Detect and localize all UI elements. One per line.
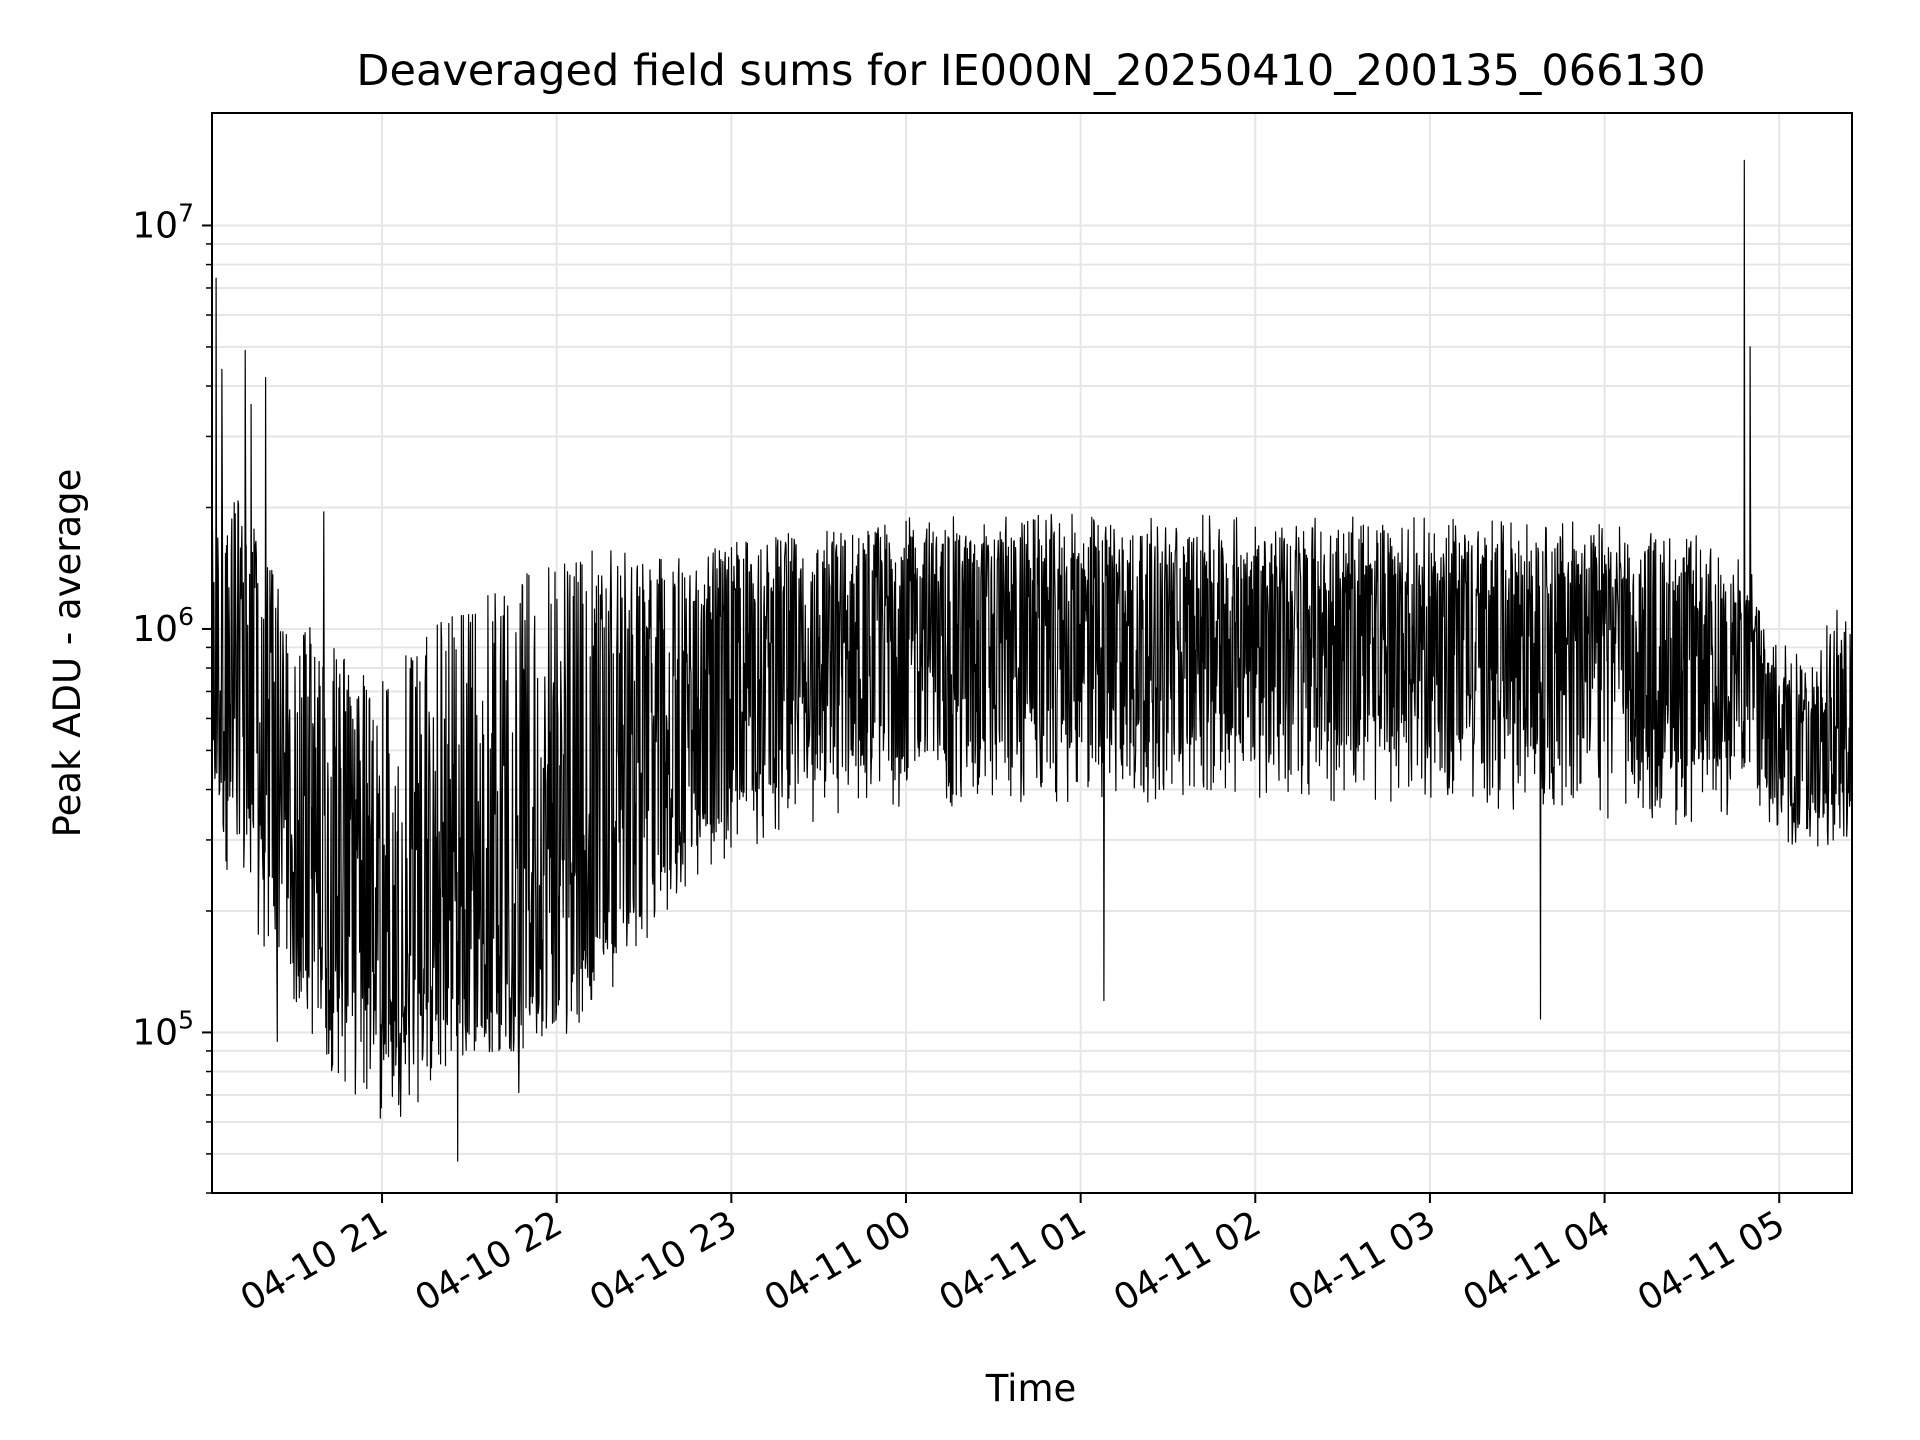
x-tick-label: 04-11 04 bbox=[1456, 1203, 1617, 1319]
y-tick-base: 10 bbox=[132, 205, 178, 246]
y-tick-base: 10 bbox=[132, 609, 178, 650]
x-tick-label: 04-11 05 bbox=[1631, 1203, 1792, 1319]
y-tick-label: 106 bbox=[132, 602, 194, 650]
y-axis-label: Peak ADU - average bbox=[46, 469, 89, 838]
plot-frame bbox=[211, 112, 1853, 1194]
y-tick-exponent: 5 bbox=[178, 1005, 194, 1034]
x-tick-label: 04-11 01 bbox=[932, 1203, 1093, 1319]
y-tick-base: 10 bbox=[132, 1012, 178, 1053]
x-tick-label: 04-11 00 bbox=[758, 1203, 919, 1319]
y-tick-exponent: 7 bbox=[178, 198, 194, 227]
chart-title: Deaveraged field sums for IE000N_2025041… bbox=[356, 46, 1705, 96]
y-tick-label: 107 bbox=[132, 198, 194, 246]
x-axis-label: Time bbox=[985, 1367, 1077, 1410]
series-line bbox=[211, 159, 1853, 1162]
x-tick-label: 04-11 03 bbox=[1282, 1203, 1443, 1319]
x-tick-label: 04-11 02 bbox=[1107, 1203, 1268, 1319]
data-series bbox=[211, 159, 1853, 1162]
y-tick-exponent: 6 bbox=[178, 602, 194, 631]
x-tick-label: 04-10 23 bbox=[583, 1203, 744, 1319]
x-tick-label: 04-10 22 bbox=[409, 1203, 570, 1319]
y-tick-label: 105 bbox=[132, 1005, 194, 1053]
x-tick-label: 04-10 21 bbox=[234, 1203, 395, 1319]
